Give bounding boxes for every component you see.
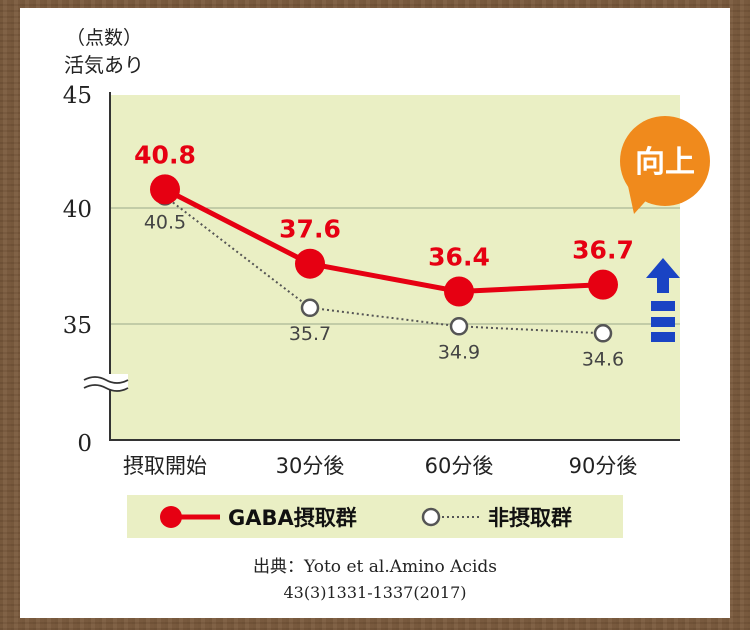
point-non-intake-60: [449, 317, 469, 336]
chart-card: （点数） 活気あり 45 40 35 0 摂取開始 30分後 60分後 90分後…: [20, 8, 730, 618]
improvement-badge: 向上: [620, 116, 710, 214]
source-citation-line1: 出典：Yoto et al.Amino Acids: [253, 557, 497, 577]
axis-break-icon: [83, 374, 129, 392]
y-tick-35: 35: [63, 313, 92, 339]
legend-swatch-gaba-marker: [160, 506, 182, 528]
point-gaba-start: [150, 174, 180, 205]
up-arrow-icon: [646, 258, 680, 342]
improvement-badge-text: 向上: [635, 145, 695, 180]
y-tick-0: 0: [77, 431, 92, 457]
source-citation-line2: 43(3)1331-1337(2017): [283, 583, 466, 602]
data-label-non-intake-start: 40.5: [144, 211, 186, 233]
data-label-non-intake-90: 34.6: [582, 348, 624, 370]
line-chart: （点数） 活気あり 45 40 35 0 摂取開始 30分後 60分後 90分後…: [63, 27, 710, 602]
legend-swatch-non-intake-marker: [421, 507, 441, 527]
data-label-gaba-30: 37.6: [279, 215, 341, 244]
x-tick-60: 60分後: [425, 454, 494, 478]
point-gaba-90: [588, 269, 618, 300]
y-axis-label: 活気あり: [64, 53, 144, 77]
series-line-non-intake: [164, 195, 604, 335]
data-label-gaba-60: 36.4: [428, 243, 490, 272]
data-label-non-intake-60: 34.9: [438, 341, 480, 363]
y-unit-label: （点数）: [66, 27, 142, 49]
x-tick-90: 90分後: [569, 454, 638, 478]
point-non-intake-90: [593, 324, 613, 343]
data-label-gaba-90: 36.7: [572, 236, 634, 265]
x-tick-start: 摂取開始: [123, 454, 207, 478]
point-gaba-30: [295, 248, 325, 279]
legend-item-non-intake: 非摂取群: [421, 506, 572, 530]
data-label-non-intake-30: 35.7: [289, 323, 331, 345]
point-gaba-60: [444, 276, 474, 307]
legend-label-gaba: GABA摂取群: [228, 506, 357, 530]
plot-area: [110, 95, 680, 440]
legend-item-gaba: GABA摂取群: [160, 506, 357, 530]
data-label-gaba-start: 40.8: [134, 140, 196, 169]
point-non-intake-30: [300, 298, 320, 318]
legend-label-non-intake: 非摂取群: [488, 506, 572, 530]
y-tick-40: 40: [63, 197, 92, 223]
x-tick-30: 30分後: [276, 454, 345, 478]
series-line-gaba: [163, 187, 604, 295]
y-tick-45: 45: [63, 83, 92, 109]
